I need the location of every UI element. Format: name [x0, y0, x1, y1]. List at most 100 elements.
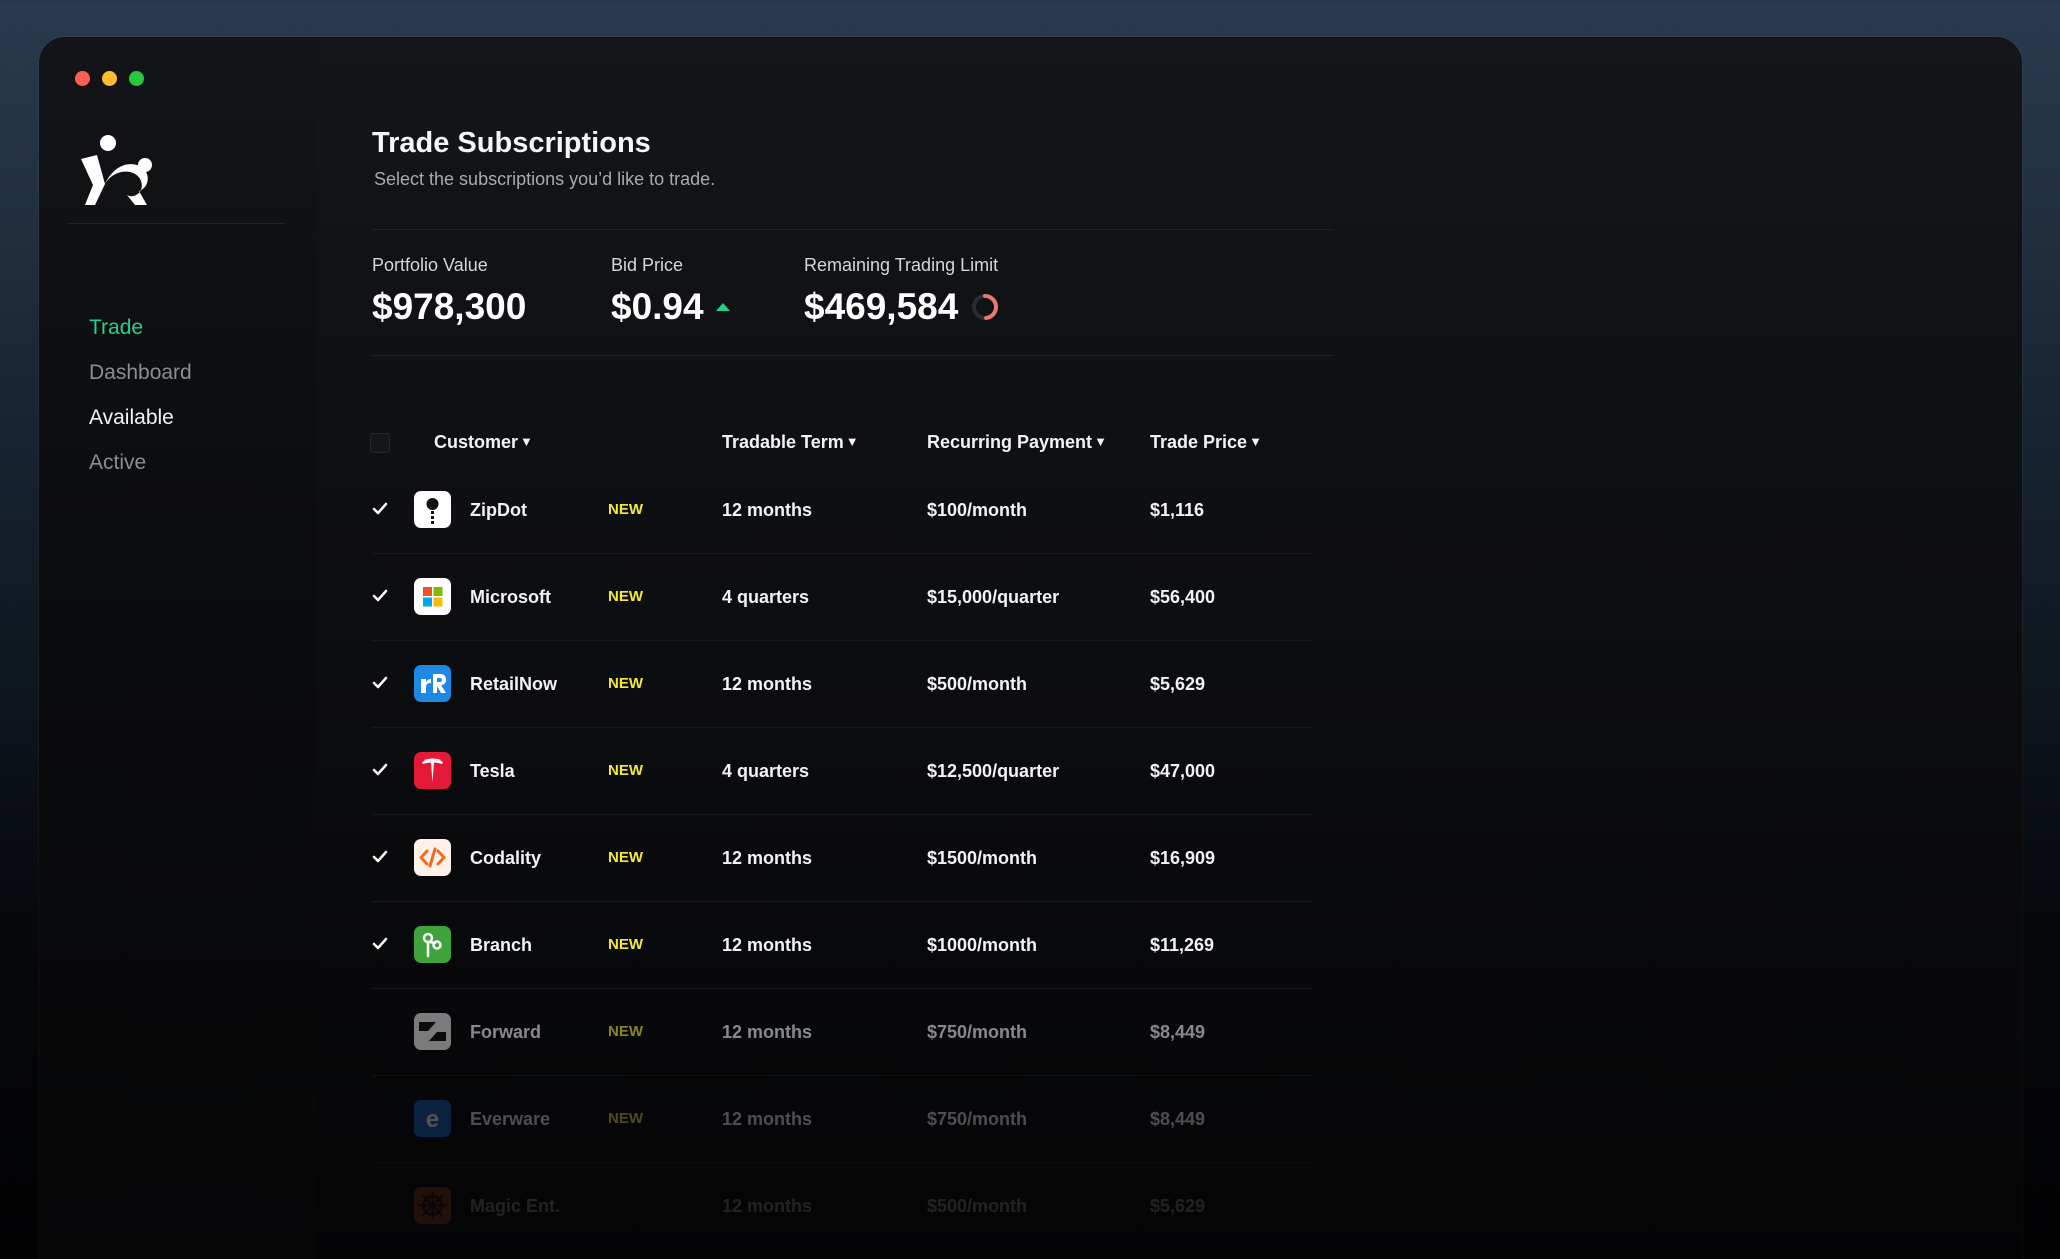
recurring-payment: $15,000/quarter — [927, 587, 1060, 607]
table-header: Customer ▼ Tradable Term ▼ Recurring Payme… — [370, 417, 1312, 467]
tesla-logo-icon — [414, 752, 451, 789]
trade-price: $16,909 — [1150, 848, 1216, 868]
retailnow-logo-icon — [414, 665, 451, 702]
row-checkbox[interactable] — [372, 675, 388, 691]
portfolio-value: $978,300 — [372, 286, 527, 327]
row-checkbox[interactable] — [372, 762, 388, 778]
trade-price: $5,629 — [1150, 1196, 1206, 1216]
page-subtitle: Select the subscriptions you’d like to t… — [374, 169, 716, 189]
tradable-term: 12 months — [722, 848, 813, 868]
filter-icon[interactable]: ▼ — [520, 434, 533, 449]
table-row-zipdot[interactable]: ZipDot NEW 12 months $100/month $1,116 — [372, 467, 1312, 554]
table-row-microsoft[interactable]: Microsoft NEW 4 quarters $15,000/quarter… — [372, 554, 1312, 641]
recurring-payment: $12,500/quarter — [927, 761, 1060, 781]
column-header-price[interactable]: Trade Price ▼ — [1150, 417, 1262, 467]
bid-price-label: Bid Price — [611, 255, 684, 275]
table-body: ZipDot NEW 12 months $100/month $1,116 M… — [372, 467, 1312, 1250]
row-checkbox[interactable] — [372, 1110, 388, 1126]
customer-name: Microsoft — [470, 587, 551, 607]
new-badge: NEW — [608, 1110, 643, 1127]
row-checkbox[interactable] — [372, 1023, 388, 1039]
new-badge: NEW — [608, 849, 643, 866]
customer-name: Everware — [470, 1109, 551, 1129]
recurring-payment: $500/month — [927, 1196, 1028, 1216]
close-window-button[interactable] — [75, 71, 90, 86]
everware-logo-icon: e — [414, 1100, 451, 1137]
recurring-payment: $1500/month — [927, 848, 1038, 868]
tradable-term: 12 months — [722, 935, 813, 955]
bid-price-value: $0.94 — [611, 286, 704, 327]
column-header-customer[interactable]: Customer ▼ — [434, 417, 533, 467]
sidebar-nav: Trade Dashboard Available Active — [89, 305, 192, 485]
maximize-window-button[interactable] — [129, 71, 144, 86]
zipdot-logo-icon — [414, 491, 451, 528]
window-controls — [75, 71, 144, 86]
column-header-term[interactable]: Tradable Term ▼ — [722, 417, 859, 467]
codality-logo-icon — [414, 839, 451, 876]
recurring-payment: $1000/month — [927, 935, 1038, 955]
new-badge: NEW — [608, 588, 643, 605]
column-header-payment[interactable]: Recurring Payment ▼ — [927, 417, 1107, 467]
trading-limit-stat: Remaining Trading Limit $469,584 — [804, 255, 1000, 328]
tradable-term: 12 months — [722, 1022, 813, 1042]
new-badge: NEW — [608, 936, 643, 953]
microsoft-logo-icon — [414, 578, 451, 615]
filter-icon[interactable]: ▼ — [1249, 434, 1262, 449]
filter-icon[interactable]: ▼ — [1094, 434, 1107, 449]
tradable-term: 4 quarters — [722, 761, 810, 781]
trade-price: $1,116 — [1150, 500, 1205, 520]
trade-price: $5,629 — [1150, 674, 1206, 694]
forward-logo-icon — [414, 1013, 451, 1050]
row-checkbox[interactable] — [372, 588, 388, 604]
row-checkbox[interactable] — [372, 501, 388, 517]
sidebar-divider — [69, 223, 285, 224]
header-divider — [372, 229, 1334, 230]
trade-price: $47,000 — [1150, 761, 1216, 781]
customer-name: Forward — [470, 1022, 542, 1042]
nav-item-available[interactable]: Available — [89, 406, 174, 429]
new-badge: NEW — [608, 675, 643, 692]
table-row-codality[interactable]: Codality NEW 12 months $1500/month $16,9… — [372, 815, 1312, 902]
table-row-everware[interactable]: e Everware NEW 12 months $750/month $8,4… — [372, 1076, 1312, 1163]
recurring-payment: $750/month — [927, 1109, 1028, 1129]
nav-item-dashboard[interactable]: Dashboard — [89, 361, 192, 384]
magic-logo-icon — [414, 1187, 451, 1224]
row-checkbox[interactable] — [372, 936, 388, 952]
new-badge: NEW — [608, 762, 643, 779]
portfolio-value-label: Portfolio Value — [372, 255, 488, 275]
recurring-payment: $100/month — [927, 500, 1028, 520]
customer-name: RetailNow — [470, 674, 558, 694]
nav-item-active[interactable]: Active — [89, 451, 147, 474]
row-checkbox[interactable] — [372, 849, 388, 865]
customer-name: Tesla — [470, 761, 515, 781]
nav-item-trade[interactable]: Trade — [89, 316, 144, 339]
bid-price-stat: Bid Price $0.94 — [611, 255, 730, 328]
select-all-checkbox[interactable] — [370, 433, 390, 453]
table-row-tesla[interactable]: Tesla NEW 4 quarters $12,500/quarter $47… — [372, 728, 1312, 815]
tradable-term: 12 months — [722, 500, 813, 520]
customer-name: ZipDot — [470, 500, 527, 520]
tradable-term: 4 quarters — [722, 587, 810, 607]
filter-icon[interactable]: ▼ — [845, 434, 859, 449]
trade-price: $56,400 — [1150, 587, 1216, 607]
table-row-branch[interactable]: Branch NEW 12 months $1000/month $11,269 — [372, 902, 1312, 989]
page-title: Trade Subscriptions — [372, 127, 651, 159]
table-row-forward[interactable]: Forward NEW 12 months $750/month $8,449 — [372, 989, 1312, 1076]
table-row-retailnow[interactable]: RetailNow NEW 12 months $500/month $5,62… — [372, 641, 1312, 728]
subscriptions-table: Customer ▼ Tradable Term ▼ Recurring Payme… — [370, 417, 1312, 1250]
trade-price: $8,449 — [1150, 1022, 1206, 1042]
recurring-payment: $500/month — [927, 674, 1028, 694]
minimize-window-button[interactable] — [102, 71, 117, 86]
new-badge: NEW — [608, 1023, 643, 1040]
branch-logo-icon — [414, 926, 451, 963]
sidebar: Trade Dashboard Available Active — [39, 37, 316, 1259]
table-row-magic-ent[interactable]: Magic Ent. 12 months $500/month $5,629 — [372, 1163, 1312, 1250]
customer-name: Magic Ent. — [470, 1196, 561, 1216]
portfolio-value-stat: Portfolio Value $978,300 — [372, 255, 526, 328]
brand-logo-icon[interactable] — [75, 129, 165, 219]
trade-price: $11,269 — [1150, 935, 1215, 955]
row-checkbox[interactable] — [372, 1197, 388, 1213]
trade-price: $8,449 — [1150, 1109, 1206, 1129]
limit-progress-ring-icon — [972, 294, 999, 320]
customer-name: Branch — [470, 935, 533, 955]
